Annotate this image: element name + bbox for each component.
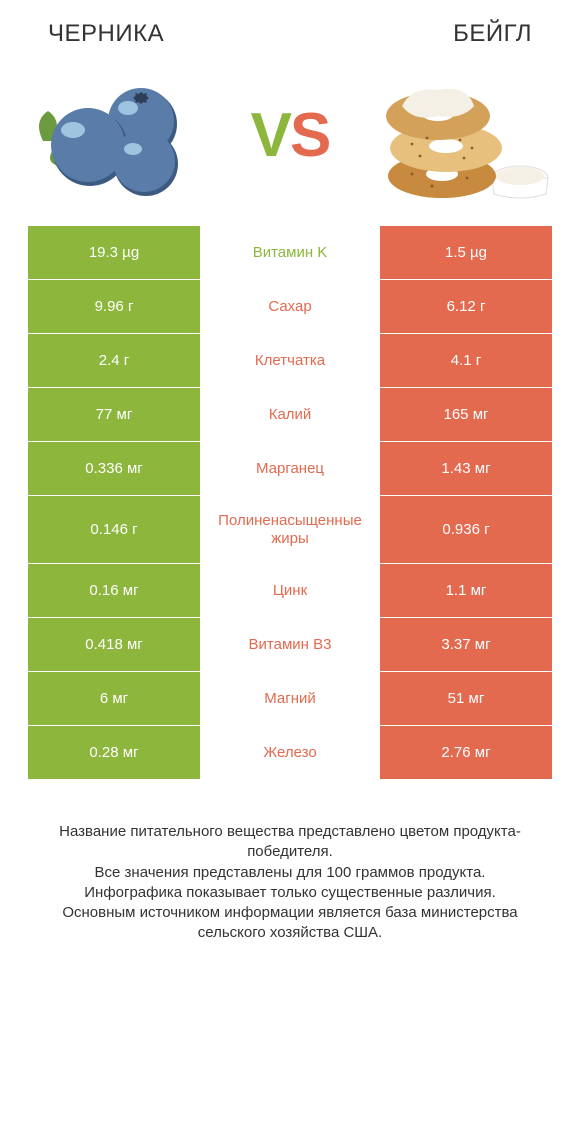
cell-right-value: 3.37 мг (380, 618, 552, 672)
cell-right-value: 1.43 мг (380, 442, 552, 496)
cell-nutrient-name: Марганец (200, 442, 380, 496)
infographic-container: ЧЕРНИКА БЕЙГЛ (0, 0, 580, 1144)
cell-nutrient-name: Сахар (200, 280, 380, 334)
cell-left-value: 0.336 мг (28, 442, 200, 496)
cell-left-value: 0.146 г (28, 496, 200, 564)
cell-right-value: 1.1 мг (380, 564, 552, 618)
cell-right-value: 165 мг (380, 388, 552, 442)
vs-label: VS (251, 105, 330, 167)
table-row: 0.16 мгЦинк1.1 мг (28, 564, 552, 618)
title-left: ЧЕРНИКА (48, 20, 164, 48)
footer-text: Название питательного вещества представл… (28, 780, 552, 944)
vs-v: V (251, 101, 290, 170)
cell-nutrient-name: Витамин K (200, 226, 380, 280)
cell-left-value: 9.96 г (28, 280, 200, 334)
cell-left-value: 2.4 г (28, 334, 200, 388)
nutrition-table: 19.3 µgВитамин K1.5 µg9.96 гСахар6.12 г2… (28, 226, 552, 780)
cell-right-value: 1.5 µg (380, 226, 552, 280)
table-row: 77 мгКалий165 мг (28, 388, 552, 442)
vs-row: VS (28, 56, 552, 226)
vs-s: S (290, 101, 329, 170)
cell-left-value: 19.3 µg (28, 226, 200, 280)
table-row: 0.418 мгВитамин B33.37 мг (28, 618, 552, 672)
cell-left-value: 6 мг (28, 672, 200, 726)
cell-left-value: 0.418 мг (28, 618, 200, 672)
cell-nutrient-name: Полиненасыщенные жиры (200, 496, 380, 564)
cell-right-value: 4.1 г (380, 334, 552, 388)
table-row: 0.146 гПолиненасыщенные жиры0.936 г (28, 496, 552, 564)
table-row: 2.4 гКлетчатка4.1 г (28, 334, 552, 388)
cell-nutrient-name: Магний (200, 672, 380, 726)
cell-right-value: 0.936 г (380, 496, 552, 564)
cell-right-value: 6.12 г (380, 280, 552, 334)
cell-nutrient-name: Клетчатка (200, 334, 380, 388)
table-row: 0.28 мгЖелезо2.76 мг (28, 726, 552, 780)
cell-left-value: 77 мг (28, 388, 200, 442)
cell-nutrient-name: Цинк (200, 564, 380, 618)
cell-right-value: 2.76 мг (380, 726, 552, 780)
cell-nutrient-name: Железо (200, 726, 380, 780)
table-row: 6 мгМагний51 мг (28, 672, 552, 726)
header: ЧЕРНИКА БЕЙГЛ (28, 20, 552, 56)
blueberry-image (28, 66, 208, 206)
table-row: 19.3 µgВитамин K1.5 µg (28, 226, 552, 280)
cell-right-value: 51 мг (380, 672, 552, 726)
cell-nutrient-name: Витамин B3 (200, 618, 380, 672)
cell-left-value: 0.28 мг (28, 726, 200, 780)
bagel-image (372, 66, 552, 206)
title-right: БЕЙГЛ (453, 20, 532, 48)
cell-left-value: 0.16 мг (28, 564, 200, 618)
table-row: 9.96 гСахар6.12 г (28, 280, 552, 334)
cell-nutrient-name: Калий (200, 388, 380, 442)
table-row: 0.336 мгМарганец1.43 мг (28, 442, 552, 496)
